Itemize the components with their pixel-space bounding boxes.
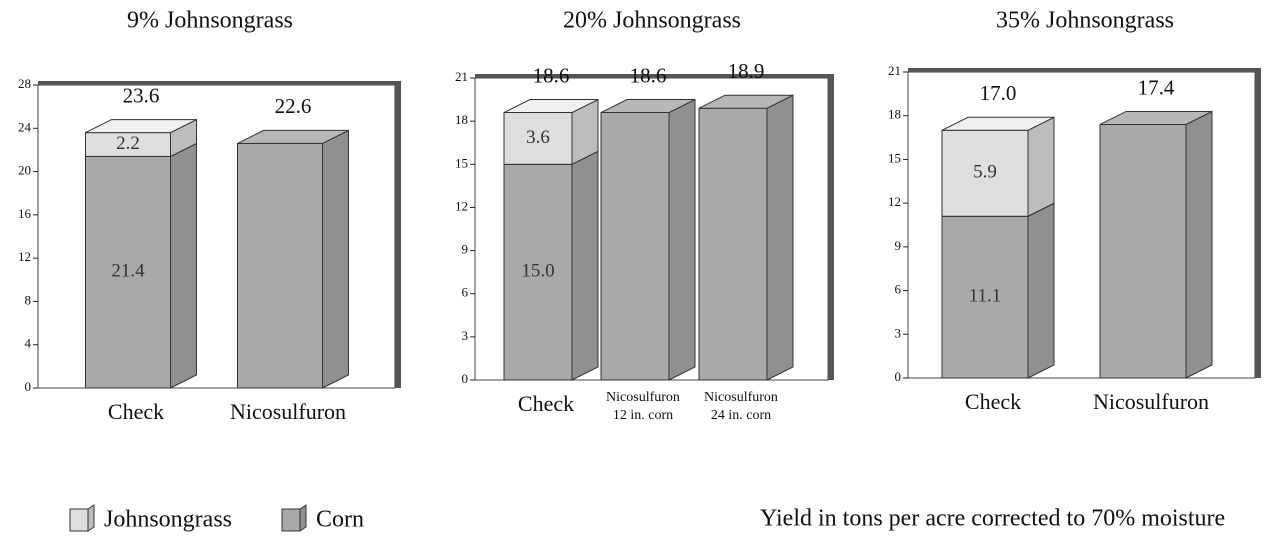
bar-top bbox=[698, 94, 794, 109]
x-tick-label: Check bbox=[108, 399, 164, 424]
legend-swatch bbox=[69, 508, 89, 532]
x-tick-label: Check bbox=[965, 389, 1021, 414]
y-tick-label: 6 bbox=[462, 285, 469, 300]
frame-shadow bbox=[1255, 68, 1261, 378]
y-tick-label: 12 bbox=[18, 249, 31, 264]
bar-side bbox=[571, 150, 599, 381]
x-tick-label: Nicosulfuron bbox=[1093, 389, 1209, 414]
y-tick-label: 0 bbox=[895, 369, 902, 384]
y-tick-label: 28 bbox=[18, 76, 31, 91]
bar-top bbox=[941, 116, 1055, 131]
total-label: 18.6 bbox=[533, 63, 570, 87]
segment-label: 5.9 bbox=[973, 162, 997, 183]
bar-top bbox=[600, 99, 696, 114]
x-tick-label: Nicosulfuron 24 in. corn bbox=[704, 390, 778, 423]
segment-label: 15.0 bbox=[521, 261, 554, 282]
legend-swatch-side bbox=[299, 504, 307, 532]
chart-title: 9% Johnsongrass bbox=[127, 8, 293, 34]
caption: Yield in tons per acre corrected to 70% … bbox=[760, 506, 1225, 532]
bar-top bbox=[503, 99, 599, 114]
bar-top bbox=[85, 119, 197, 134]
y-tick-label: 6 bbox=[895, 282, 902, 297]
frame-shadow bbox=[395, 81, 401, 388]
bar-segment bbox=[941, 215, 1029, 379]
chart-title: 20% Johnsongrass bbox=[563, 8, 741, 34]
bar-segment bbox=[85, 155, 171, 389]
bar-top bbox=[1099, 110, 1213, 125]
frame-top bbox=[475, 74, 834, 78]
frame-shadow bbox=[828, 74, 834, 380]
total-label: 22.6 bbox=[275, 94, 312, 118]
segment-label: 11.1 bbox=[969, 285, 1002, 306]
y-tick-label: 0 bbox=[462, 371, 469, 386]
segment-label: 3.6 bbox=[526, 127, 550, 148]
y-tick-label: 3 bbox=[462, 328, 469, 343]
y-tick-label: 21 bbox=[888, 63, 901, 78]
bar-segment bbox=[237, 142, 323, 389]
y-tick-label: 21 bbox=[455, 69, 468, 84]
frame-top bbox=[908, 68, 1261, 72]
y-tick-label: 20 bbox=[18, 163, 31, 178]
y-tick-label: 3 bbox=[895, 325, 902, 340]
x-tick-label: Nicosulfuron 12 in. corn bbox=[606, 390, 680, 423]
bar-segment bbox=[503, 112, 573, 165]
legend-label: Corn bbox=[316, 507, 364, 533]
legend-label: Johnsongrass bbox=[104, 507, 232, 533]
x-tick-label: Check bbox=[518, 391, 574, 416]
y-tick-label: 15 bbox=[455, 155, 468, 170]
y-tick-label: 9 bbox=[895, 238, 902, 253]
bar-side bbox=[170, 142, 197, 389]
y-tick-label: 24 bbox=[18, 119, 32, 134]
y-tick-label: 12 bbox=[455, 198, 468, 213]
y-tick-label: 8 bbox=[25, 292, 32, 307]
chart-title: 35% Johnsongrass bbox=[996, 8, 1174, 34]
bar-top bbox=[237, 129, 349, 144]
bar-side bbox=[1027, 116, 1055, 218]
bar-side bbox=[766, 94, 794, 381]
total-label: 23.6 bbox=[123, 83, 160, 107]
bar-segment bbox=[503, 163, 573, 381]
bar-segment bbox=[1099, 123, 1187, 379]
total-label: 17.0 bbox=[980, 81, 1017, 105]
y-tick-label: 4 bbox=[25, 336, 32, 351]
y-tick-label: 15 bbox=[888, 150, 901, 165]
y-tick-label: 18 bbox=[888, 107, 901, 122]
legend-swatch-side bbox=[87, 504, 95, 532]
total-label: 18.9 bbox=[728, 59, 765, 83]
bar-side bbox=[322, 129, 349, 389]
bar-side bbox=[1027, 202, 1055, 379]
y-tick-label: 16 bbox=[18, 206, 32, 221]
frame-top bbox=[38, 81, 401, 85]
total-label: 17.4 bbox=[1138, 75, 1175, 99]
total-label: 18.6 bbox=[630, 63, 667, 87]
x-tick-label: Nicosulfuron bbox=[230, 399, 346, 424]
y-tick-label: 0 bbox=[25, 379, 32, 394]
legend-swatch bbox=[281, 508, 301, 532]
bar-segment bbox=[698, 107, 768, 381]
y-tick-label: 18 bbox=[455, 112, 468, 127]
y-tick-label: 9 bbox=[462, 242, 469, 257]
segment-label: 21.4 bbox=[111, 261, 145, 282]
segment-label: 2.2 bbox=[116, 133, 140, 154]
bar-side bbox=[1185, 110, 1213, 379]
bar-segment bbox=[600, 112, 670, 381]
bar-side bbox=[668, 98, 696, 381]
y-tick-label: 12 bbox=[888, 194, 901, 209]
